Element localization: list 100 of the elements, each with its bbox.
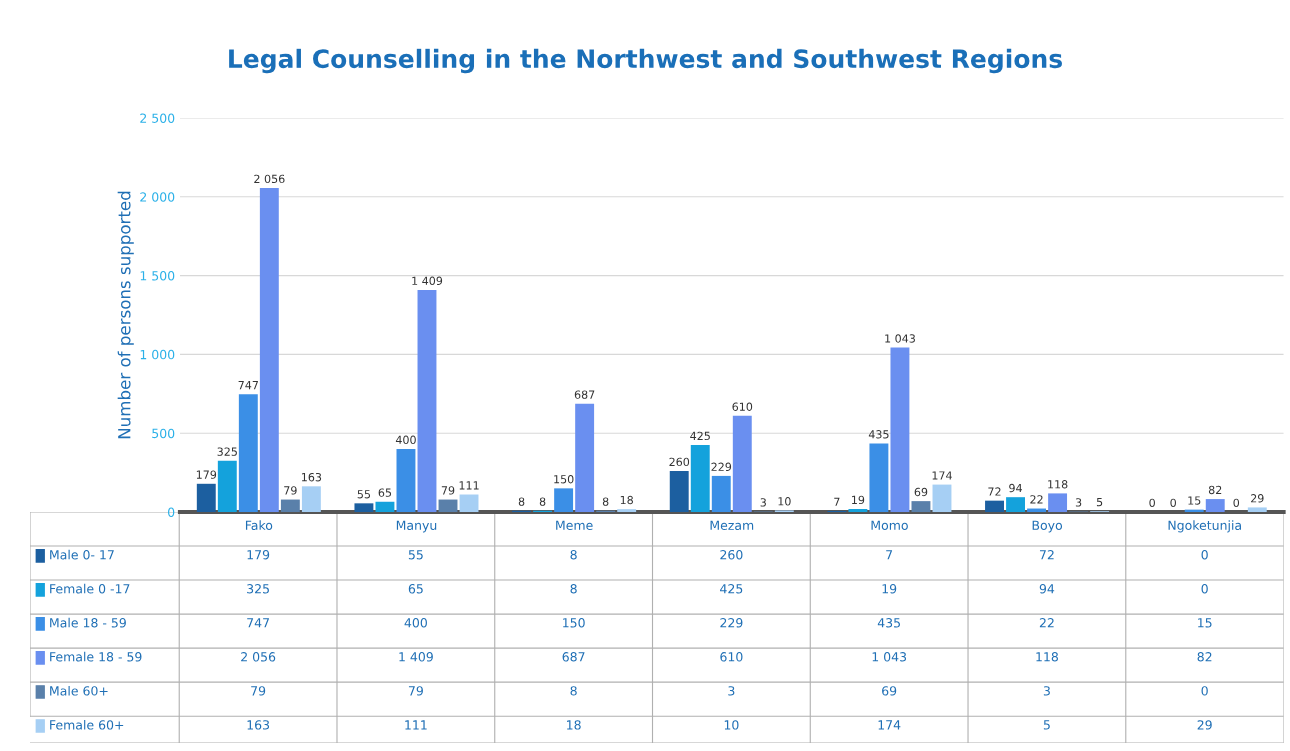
data-label: 79 [251, 686, 266, 696]
bar [732, 415, 752, 512]
data-label: 65 [408, 584, 423, 594]
x-tick-label: Manyu [396, 520, 437, 533]
bar [1247, 507, 1267, 512]
bar [259, 187, 279, 512]
data-label: 610 [720, 652, 743, 662]
data-label: 10 [724, 720, 739, 730]
data-label: 5 [1043, 720, 1050, 730]
text: 29 [1251, 494, 1264, 503]
data-label: 94 [1039, 584, 1055, 594]
text: 79 [284, 486, 297, 495]
y-tick-label: 500 [152, 428, 175, 439]
data-label: 229 [720, 618, 743, 628]
text: 150 [554, 475, 574, 484]
legend-label: Female 0 -17 [50, 583, 130, 594]
text: 325 [217, 447, 237, 456]
data-label: 163 [247, 720, 270, 730]
bar [196, 483, 216, 512]
text: 10 [778, 497, 791, 506]
data-label: 435 [877, 618, 900, 628]
y-tick-label: 2 000 [140, 192, 175, 202]
text: 8 [602, 497, 609, 506]
x-tick-label: Momo [871, 520, 908, 531]
data-label: 687 [562, 652, 585, 662]
text: 610 [732, 402, 753, 411]
y-tick-label: 1 500 [140, 271, 175, 281]
bar [375, 501, 395, 512]
bar [354, 503, 374, 512]
text: 18 [620, 495, 633, 505]
bar [1006, 497, 1025, 512]
bar [1048, 493, 1068, 512]
x-tick-label: Mezam [710, 520, 754, 531]
text: 65 [378, 488, 392, 497]
text: 3 [760, 498, 766, 507]
text: 111 [459, 481, 479, 490]
legend-label: Male 0- 17 [50, 549, 114, 560]
text: 400 [395, 435, 416, 445]
text: 7 [834, 497, 840, 506]
data-label: 8 [570, 584, 577, 594]
data-label: 0 [1201, 550, 1208, 560]
bar [985, 500, 1004, 512]
data-label: 55 [408, 550, 423, 560]
bar [911, 501, 931, 512]
text: 72 [988, 487, 1001, 496]
data-label: 72 [1039, 550, 1054, 560]
data-label: 29 [1197, 720, 1212, 730]
data-label: 8 [570, 550, 577, 560]
chart-title: Legal Counselling in the Northwest and Southwest Regions [229, 48, 1062, 74]
data-label: 111 [405, 720, 427, 730]
text: 69 [914, 487, 928, 497]
text: 8 [539, 497, 546, 506]
bar [669, 471, 689, 512]
y-tick-label: 2 500 [140, 113, 175, 123]
x-tick-label: Boyo [1032, 520, 1063, 533]
text: 79 [441, 486, 455, 495]
text: 5 [1096, 498, 1103, 507]
data-label: 3 [728, 686, 735, 696]
data-label: 19 [882, 584, 897, 594]
data-label: 747 [247, 618, 269, 628]
text: 1 409 [412, 276, 443, 286]
legend-label: Female 60+ [50, 719, 124, 730]
text: 163 [301, 472, 322, 482]
data-label: 1 043 [872, 652, 907, 662]
bar [396, 448, 416, 512]
data-label: 79 [408, 686, 423, 696]
data-label: 174 [878, 720, 901, 730]
text: 8 [518, 497, 525, 506]
text: 19 [852, 495, 865, 505]
bar [217, 460, 237, 512]
x-tick-label: Meme [556, 520, 593, 531]
text: 3 [1075, 498, 1082, 507]
text: 1 043 [885, 334, 915, 343]
data-label: 3 [1043, 686, 1050, 696]
data-label: 18 [567, 720, 581, 730]
bar [280, 499, 300, 512]
bar [1205, 499, 1225, 512]
bar [575, 403, 595, 512]
data-label: 1 409 [399, 652, 433, 662]
data-label: 400 [404, 618, 427, 628]
text: 0 [1233, 498, 1240, 508]
data-label: 0 [1201, 686, 1208, 696]
bar [869, 443, 889, 512]
legend-label: Male 18 - 59 [50, 617, 126, 628]
bar [301, 486, 321, 512]
data-label: 2 056 [241, 652, 276, 662]
text: 229 [711, 462, 732, 471]
bar [711, 475, 731, 512]
text: 687 [574, 390, 595, 399]
x-tick-label: Ngoketunjia [1168, 520, 1241, 533]
data-label: 8 [570, 686, 577, 696]
data-label: 82 [1197, 652, 1212, 662]
bar [238, 394, 258, 512]
bar [848, 509, 868, 512]
text: 15 [1188, 496, 1201, 505]
text: 435 [868, 430, 889, 439]
bar [617, 509, 637, 512]
data-label: 150 [563, 618, 585, 628]
data-label: 260 [720, 550, 743, 560]
text: 55 [357, 490, 371, 499]
